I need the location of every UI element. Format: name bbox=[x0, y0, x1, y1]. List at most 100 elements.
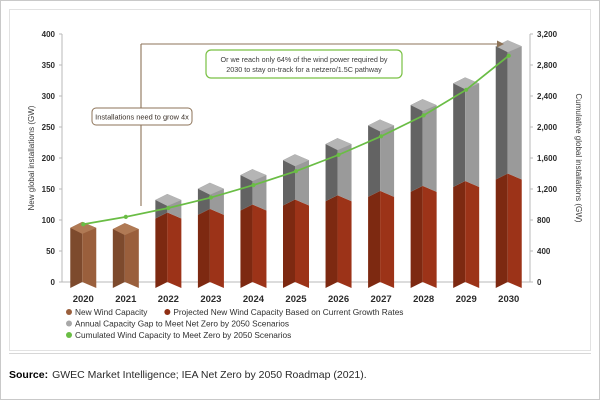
x-axis-label-2024: 2024 bbox=[243, 294, 265, 305]
legend-label-3[interactable]: Cumulated Wind Capacity to Meet Zero by … bbox=[75, 330, 291, 340]
x-axis-label-2030: 2030 bbox=[498, 294, 519, 305]
bar-capacity-gap-2025-face-left bbox=[283, 154, 295, 206]
y-axis-left-tick-label: 150 bbox=[42, 185, 56, 194]
bar-capacity-gap-2024-face-top bbox=[240, 169, 267, 182]
bar-capacity-gap-2023-face-top bbox=[197, 182, 224, 195]
annotation-box-netzero[interactable] bbox=[205, 49, 403, 79]
wind-capacity-chart: 0 50 100 150 200 250 300 350 400 0 400 800 1,200 1,60… bbox=[27, 30, 583, 340]
y-axis-right-tick-label: 0 bbox=[537, 278, 542, 287]
bar-capacity-gap-2030[interactable] bbox=[495, 40, 522, 180]
bar-capacity-gap-2023[interactable] bbox=[197, 182, 224, 215]
bar-projected-capacity-2029-face-right bbox=[465, 180, 480, 288]
y-axis-right-title: Cumulative global installations (GW) bbox=[574, 94, 583, 223]
cumulative-point-2021[interactable] bbox=[123, 214, 128, 219]
bar-projected-capacity-2024[interactable] bbox=[240, 204, 267, 289]
cumulative-point-2029[interactable] bbox=[464, 87, 469, 92]
y-axis-right-tick-label: 800 bbox=[537, 216, 551, 225]
bar-projected-capacity-2026[interactable] bbox=[325, 195, 352, 288]
bar-projected-capacity-2027[interactable] bbox=[368, 190, 395, 288]
x-axis-label-2022: 2022 bbox=[158, 294, 179, 305]
x-axis-label-2028: 2028 bbox=[413, 294, 434, 305]
bar-capacity-gap-2028-face-top bbox=[410, 99, 437, 112]
bar-projected-capacity-2026-face-left bbox=[325, 195, 338, 288]
y-axis-left-tick-label: 200 bbox=[42, 154, 56, 163]
annotation-box-grow4x[interactable] bbox=[91, 107, 193, 126]
cumulative-point-2022[interactable] bbox=[166, 205, 171, 211]
cumulative-point-2026[interactable] bbox=[336, 152, 341, 157]
bar-projected-capacity-2030-face-right bbox=[507, 173, 522, 288]
bar-projected-capacity-2022-face-left bbox=[155, 212, 168, 288]
cumulative-point-2030[interactable] bbox=[506, 53, 511, 58]
bar-projected-capacity-2029[interactable] bbox=[453, 180, 480, 288]
bar-new-wind-capacity-2021-face-top bbox=[112, 223, 139, 236]
bar-projected-capacity-2023[interactable] bbox=[197, 208, 224, 288]
bar-capacity-gap-2029-face-right bbox=[465, 77, 480, 187]
bar-capacity-gap-2022-face-top bbox=[155, 193, 182, 206]
bar-new-wind-capacity-2020-face-right bbox=[82, 221, 97, 288]
legend-label-1[interactable]: Projected New Wind Capacity Based on Cur… bbox=[173, 307, 403, 317]
cumulative-point-2020[interactable] bbox=[81, 222, 86, 227]
bar-capacity-gap-2026[interactable] bbox=[325, 138, 352, 202]
x-axis-label-2029: 2029 bbox=[456, 294, 477, 305]
cumulative-point-2023[interactable] bbox=[208, 195, 214, 200]
bar-new-wind-capacity-2020[interactable] bbox=[70, 221, 97, 288]
bar-capacity-gap-2029-face-top bbox=[453, 77, 480, 90]
bar-projected-capacity-2025-face-right bbox=[295, 199, 309, 288]
legend-marker-1[interactable] bbox=[164, 309, 171, 315]
bar-projected-capacity-2028-face-left bbox=[410, 185, 423, 288]
bar-new-wind-capacity-2021-face-right bbox=[124, 223, 139, 288]
bar-capacity-gap-2025[interactable] bbox=[283, 154, 309, 206]
bar-capacity-gap-2024[interactable] bbox=[240, 169, 267, 211]
bar-capacity-gap-2028[interactable] bbox=[410, 99, 437, 192]
cumulative-point-2028[interactable] bbox=[421, 113, 426, 118]
bar-projected-capacity-2025[interactable] bbox=[283, 199, 309, 288]
cumulative-point-2027[interactable] bbox=[378, 134, 384, 139]
y-axis-left-tick-label: 50 bbox=[46, 247, 55, 256]
y-axis-left-tick-label: 400 bbox=[42, 30, 56, 39]
bar-capacity-gap-2026-face-top bbox=[325, 138, 352, 151]
legend-label-2[interactable]: Annual Capacity Gap to Meet Net Zero by … bbox=[75, 319, 289, 329]
y-axis-right-tick-label: 2,000 bbox=[537, 123, 558, 132]
cumulative-point-2025[interactable] bbox=[293, 169, 299, 174]
annotation-arrowhead bbox=[497, 40, 504, 48]
bar-projected-capacity-2030[interactable] bbox=[495, 173, 522, 289]
bar-projected-capacity-2022[interactable] bbox=[155, 212, 182, 288]
legend-marker-3[interactable] bbox=[66, 332, 72, 338]
bar-projected-capacity-2027-face-left bbox=[368, 190, 381, 288]
source-text: GWEC Market Intelligence; IEA Net Zero b… bbox=[52, 369, 367, 381]
cumulative-point-2024[interactable] bbox=[251, 183, 256, 188]
legend-label-0[interactable]: New Wind Capacity bbox=[75, 307, 148, 317]
bar-capacity-gap-2029[interactable] bbox=[453, 77, 480, 187]
bar-projected-capacity-2029-face-left bbox=[453, 180, 466, 288]
bar-new-wind-capacity-2020-face-top bbox=[70, 221, 97, 234]
annotation-grow4x-text: Installations need to grow 4x bbox=[95, 113, 189, 122]
bar-projected-capacity-2024-face-right bbox=[252, 204, 267, 288]
bar-new-wind-capacity-2021[interactable] bbox=[112, 223, 139, 288]
bar-projected-capacity-2023-face-right bbox=[209, 208, 224, 288]
annotation-netzero-line1: Or we reach only 64% of the wind power r… bbox=[221, 55, 388, 64]
bar-new-wind-capacity-2021-face-left bbox=[112, 223, 125, 288]
y-axis-right-tick-label: 400 bbox=[537, 247, 551, 256]
x-axis-label-2027: 2027 bbox=[371, 294, 392, 305]
annotation-netzero-line2: 2030 to stay on-track for a netzero/1.5C… bbox=[226, 65, 382, 74]
bar-capacity-gap-2022[interactable] bbox=[155, 193, 182, 219]
legend-marker-2[interactable] bbox=[66, 320, 72, 327]
bar-projected-capacity-2028[interactable] bbox=[410, 185, 437, 288]
bar-capacity-gap-2027-face-top bbox=[368, 119, 395, 132]
source-divider bbox=[9, 353, 591, 354]
y-axis-right-tick-label: 1,200 bbox=[537, 185, 558, 194]
y-axis-right-tick-label: 1,600 bbox=[537, 154, 558, 163]
y-axis-right-tick-label: 3,200 bbox=[537, 30, 558, 39]
bar-capacity-gap-2030-face-right bbox=[507, 40, 522, 180]
y-axis-left-title: New global installations (GW) bbox=[27, 105, 36, 210]
bar-capacity-gap-2028-face-right bbox=[422, 99, 437, 192]
bar-projected-capacity-2027-face-right bbox=[380, 190, 395, 288]
y-axis-left-tick-label: 100 bbox=[42, 216, 56, 225]
legend-marker-0[interactable] bbox=[66, 309, 72, 315]
bar-projected-capacity-2024-face-left bbox=[240, 204, 253, 288]
bar-projected-capacity-2025-face-left bbox=[283, 199, 295, 288]
bar-capacity-gap-2028-face-left bbox=[410, 99, 423, 192]
bar-capacity-gap-2026-face-left bbox=[325, 138, 338, 202]
x-axis-label-2025: 2025 bbox=[285, 294, 307, 305]
